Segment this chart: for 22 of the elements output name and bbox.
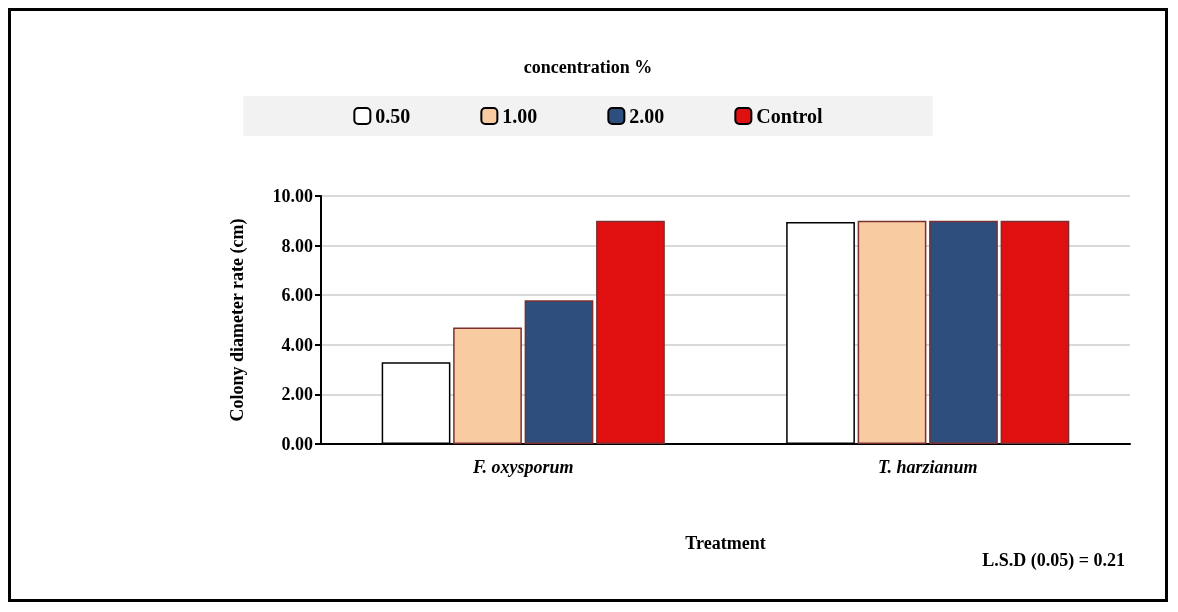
y-tick-label: 4.00	[281, 334, 313, 355]
x-tick-label: T. harzianum	[878, 457, 978, 477]
bar	[453, 327, 522, 444]
bar	[524, 300, 594, 444]
y-axis-title: Colony diameter rate (cm)	[227, 218, 248, 422]
legend-label: 0.50	[375, 105, 411, 127]
x-tick-label: F. oxysporum	[471, 457, 574, 477]
y-tick-label: 2.00	[281, 384, 313, 405]
legend-label: 1.00	[502, 105, 538, 127]
legend-label: Control	[756, 105, 824, 127]
legend-label: 2.00	[629, 105, 665, 127]
x-axis-title: Treatment	[685, 533, 766, 553]
y-tick-label: 6.00	[281, 285, 313, 306]
bar	[857, 220, 927, 444]
bar	[929, 220, 998, 444]
y-tick-label: 8.00	[281, 235, 313, 256]
text: L.S.D (0.05) = 0.21	[982, 550, 1125, 571]
y-tick-label: 0.00	[281, 434, 313, 454]
y-tick-label: 10.00	[272, 186, 313, 206]
bar	[1000, 220, 1070, 444]
legend-title: concentration %	[523, 57, 653, 77]
bar	[596, 220, 665, 444]
